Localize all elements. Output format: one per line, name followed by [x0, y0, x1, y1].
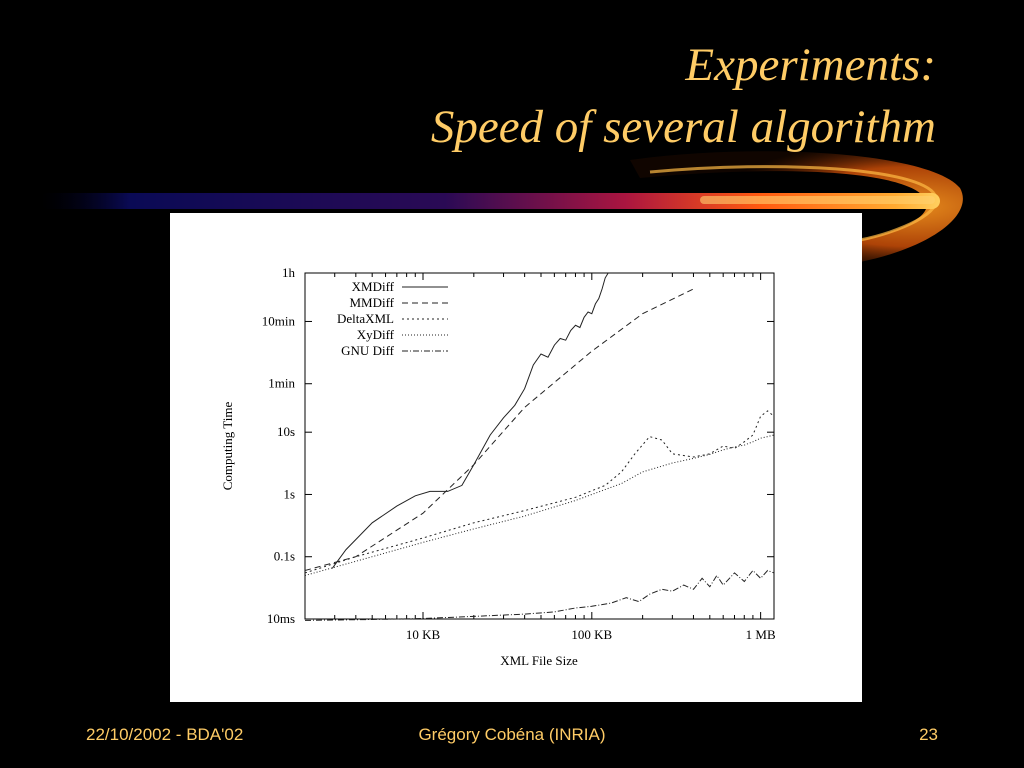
- y-tick-label: 1s: [283, 486, 295, 501]
- series-line-xmdiff: [331, 272, 609, 569]
- legend-label: XyDiff: [357, 327, 395, 342]
- legend-label: DeltaXML: [337, 311, 394, 326]
- x-tick-label: 100 KB: [571, 627, 612, 642]
- slide-title-line-1: Experiments:: [685, 39, 936, 91]
- footer-date: 22/10/2002 - BDA'02: [86, 725, 244, 744]
- footer-author: Grégory Cobéna (INRIA): [418, 725, 606, 744]
- legend-label: XMDiff: [352, 279, 395, 294]
- slide-title-line-2: Speed of several algorithm: [430, 101, 936, 153]
- x-axis-label: XML File Size: [500, 653, 578, 668]
- decorative-swoosh: [40, 151, 963, 262]
- y-axis-label: Computing Time: [220, 402, 235, 491]
- series-line-xydiff: [304, 434, 775, 576]
- y-tick-label: 10ms: [267, 611, 295, 626]
- x-tick-label: 10 KB: [406, 627, 441, 642]
- y-tick-label: 1h: [282, 265, 296, 280]
- legend-label: MMDiff: [349, 295, 394, 310]
- y-tick-label: 0.1s: [274, 549, 295, 564]
- y-tick-label: 10min: [262, 313, 296, 328]
- series-line-mmdiff: [304, 288, 694, 571]
- slide-title: Experiments: Speed of several algorithm: [236, 34, 936, 158]
- chart-svg: 1h 10min 1min 10s 1s 0.1s 10ms 10 KB 100 KB 1 MB…: [220, 265, 776, 668]
- series-line-deltaxml: [304, 410, 775, 574]
- plot-frame: [304, 272, 775, 620]
- chart-figure: 1h 10min 1min 10s 1s 0.1s 10ms 10 KB 100 KB 1 MB…: [170, 213, 862, 702]
- y-tick-label: 1min: [268, 376, 295, 391]
- x-tick-label: 1 MB: [746, 627, 776, 642]
- slide-number: 23: [919, 725, 938, 744]
- series-line-gnu-diff: [304, 569, 775, 621]
- y-tick-label: 10s: [277, 424, 295, 439]
- legend-label: GNU Diff: [341, 343, 395, 358]
